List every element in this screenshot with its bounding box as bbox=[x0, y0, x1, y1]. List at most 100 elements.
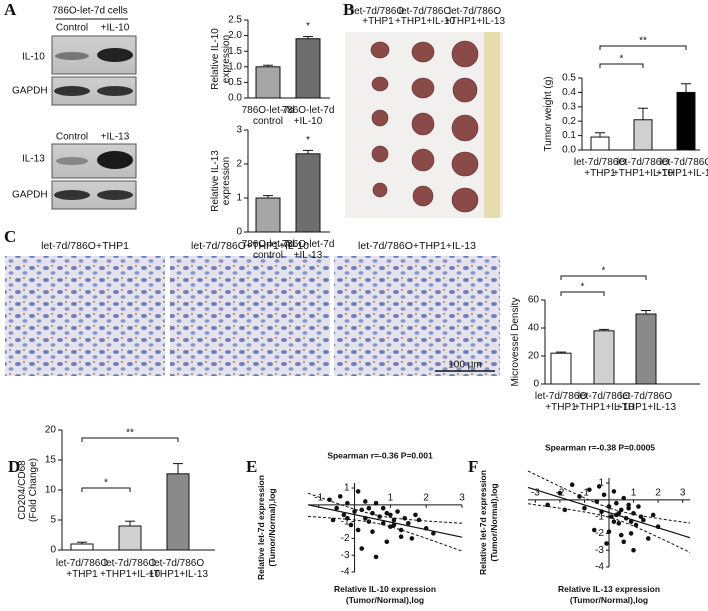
y-axis-label-line: Relative let-7d expression bbox=[256, 475, 266, 580]
y-tick-label: -1 bbox=[595, 511, 604, 522]
panel-letter: D bbox=[8, 457, 20, 476]
significance: * bbox=[602, 266, 606, 277]
significance: ** bbox=[126, 428, 134, 439]
point bbox=[611, 519, 617, 524]
y-tick-label: 20 bbox=[528, 351, 540, 362]
x-tick-label-line: let-7d/786O bbox=[574, 157, 626, 168]
y-axis-label-line: Tumor weight (g) bbox=[543, 76, 554, 151]
x-tick-label-line: let-7d/786O bbox=[617, 157, 669, 168]
y-tick-label: 2.5 bbox=[228, 15, 242, 26]
tumors bbox=[370, 40, 479, 213]
confidence-band bbox=[307, 492, 463, 524]
y-tick-label: -4 bbox=[341, 567, 350, 578]
x-tick-label-line: +THP1 bbox=[545, 402, 577, 413]
point bbox=[628, 531, 634, 536]
point bbox=[626, 505, 631, 511]
y-axis-label-line: Relative IL-10 bbox=[210, 28, 221, 90]
y-tick-label: 0.3 bbox=[562, 101, 576, 112]
blot-band-shape bbox=[55, 52, 89, 60]
point bbox=[431, 531, 436, 536]
y-tick-label: 10 bbox=[45, 485, 57, 496]
x-tick-label-line: 786O-let-7d bbox=[282, 105, 335, 116]
x-tick-label-line: let-7d/786O bbox=[535, 391, 587, 402]
bar bbox=[550, 352, 572, 385]
y-axis-label-line: Microvessel Density bbox=[510, 298, 521, 387]
point bbox=[341, 512, 347, 518]
y-tick-label: -4 bbox=[595, 562, 604, 573]
y-axis-label: Microvessel Density bbox=[510, 298, 521, 387]
y-axis-label-line: CD204/CD68 bbox=[17, 460, 28, 520]
x-tick-label: let-7d/786O +THP1+IL-10 bbox=[613, 157, 673, 179]
x-tick-label: 786O-let-7d +IL-10 bbox=[282, 105, 335, 127]
x-tick-label: 1 bbox=[631, 487, 637, 498]
x-axis-label-line: (Tumor/Normal),log bbox=[346, 595, 424, 605]
y-tick-label: 0.0 bbox=[228, 93, 242, 104]
y-tick-label: 60 bbox=[528, 295, 540, 306]
bar bbox=[635, 313, 657, 385]
x-tick-label: let-7d/786O +THP1 bbox=[535, 391, 587, 413]
x-tick-label-line: 786O-let-7d bbox=[242, 239, 295, 250]
x-tick-label: 2 bbox=[423, 492, 429, 503]
point bbox=[655, 524, 661, 529]
bar bbox=[70, 543, 94, 551]
significance-bracket bbox=[599, 45, 687, 50]
y-axis-label-line: expression bbox=[221, 157, 232, 205]
x-tick-label-line: +IL-10 bbox=[294, 116, 323, 127]
x-tick-label-line: control bbox=[253, 250, 283, 261]
point bbox=[355, 489, 361, 494]
bar bbox=[255, 66, 281, 99]
point bbox=[330, 517, 336, 523]
point bbox=[596, 484, 602, 489]
point bbox=[416, 517, 422, 523]
y-tick-label: 1.0 bbox=[228, 61, 242, 72]
point bbox=[545, 502, 550, 508]
histology-image bbox=[5, 256, 165, 376]
point bbox=[599, 509, 604, 514]
x-tick-label: let-7d/786O+THP1+IL-13 bbox=[616, 391, 676, 413]
y-axis-label-line: expression bbox=[221, 35, 232, 83]
point bbox=[601, 492, 607, 498]
blot-band-shape bbox=[97, 151, 133, 169]
point bbox=[355, 527, 361, 533]
point bbox=[352, 509, 357, 514]
photo-label: let-7d/786O +THP1 bbox=[352, 6, 404, 27]
point bbox=[363, 515, 368, 521]
y-axis-label-line: (Fold Change) bbox=[28, 458, 39, 522]
y-tick-label: 0.0 bbox=[562, 145, 576, 156]
x-tick-label-line: let-7d/786O bbox=[152, 558, 204, 569]
point bbox=[641, 517, 646, 523]
x-tick-label: -1 bbox=[314, 492, 323, 503]
blot-band: IL-10 bbox=[22, 52, 45, 63]
photo-label-line: let-7d/786O bbox=[449, 6, 501, 17]
point bbox=[345, 515, 350, 521]
point bbox=[611, 489, 617, 494]
confidence-band bbox=[527, 503, 691, 553]
photo-label: let-7d/786O +THP1+IL-13 bbox=[445, 6, 505, 27]
y-tick-label: -3 bbox=[595, 545, 604, 556]
point bbox=[626, 502, 631, 508]
bar bbox=[593, 330, 615, 385]
x-tick-label: let-7d/786O +THP1 bbox=[56, 558, 108, 580]
significance-bracket bbox=[81, 437, 179, 442]
significance-bracket bbox=[81, 487, 131, 492]
y-axis-label: Relative let-7d expression(Tumor/Normal)… bbox=[478, 470, 499, 575]
point bbox=[557, 490, 563, 496]
point bbox=[373, 500, 379, 506]
bar bbox=[255, 197, 281, 233]
y-tick-label: 0.5 bbox=[562, 73, 576, 84]
y-axis-label: CD204/CD68(Fold Change) bbox=[17, 458, 39, 522]
y-axis-label: Relative IL-10expression bbox=[210, 28, 232, 90]
y-tick-label: 2.0 bbox=[228, 30, 242, 41]
y-tick-label: 15 bbox=[45, 455, 57, 466]
significance: * bbox=[620, 54, 624, 65]
chart-title: Spearman r=-0.36 P=0.001 bbox=[327, 450, 433, 460]
point bbox=[388, 524, 393, 529]
histology-image bbox=[334, 256, 500, 376]
point bbox=[348, 522, 354, 528]
point bbox=[334, 505, 339, 511]
significance: * bbox=[104, 478, 108, 489]
significance: * bbox=[306, 21, 310, 32]
x-tick-label-line: +THP1+IL-13 bbox=[616, 402, 676, 413]
point bbox=[650, 512, 656, 518]
y-tick-label: 1.5 bbox=[228, 46, 242, 57]
